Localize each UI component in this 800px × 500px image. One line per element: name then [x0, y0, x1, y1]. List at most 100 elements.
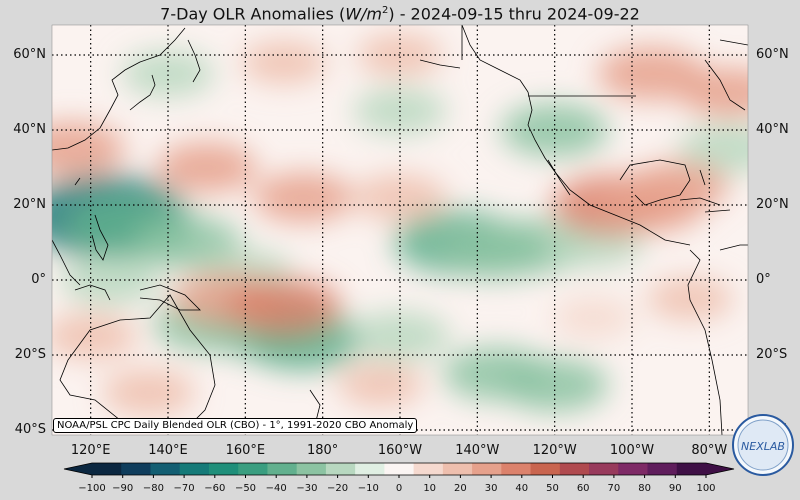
- colorbar-tick-label: 90: [668, 483, 682, 494]
- colorbar-tick-label: −70: [173, 483, 195, 494]
- lon-label: 100°W: [609, 443, 655, 458]
- lon-label: 80°W: [691, 443, 728, 458]
- gulf-of-mexico-coastline: [619, 159, 691, 206]
- australia-coastline: [59, 294, 216, 433]
- colorbar-tick-label: 40: [515, 483, 529, 494]
- colorbar-max-extension: [706, 463, 734, 475]
- baja-coastline: [547, 159, 571, 196]
- anomaly-region: [253, 172, 354, 223]
- anomaly-region: [52, 313, 138, 360]
- lat-label-left: 40°N: [13, 122, 46, 137]
- map-frame: [51, 24, 749, 436]
- colorbar-tick-label: −30: [296, 483, 318, 494]
- lat-label-left: 20°N: [13, 197, 46, 212]
- lon-label: 160°E: [225, 443, 266, 458]
- colorbar-swatch: [559, 463, 590, 475]
- lat-label-right: 40°N: [756, 122, 789, 137]
- lon-label: 140°E: [148, 443, 188, 458]
- anomaly-region: [552, 297, 634, 338]
- lon-label: 140°W: [455, 443, 500, 458]
- colorbar-swatch: [238, 463, 268, 475]
- colorbar-swatch: [413, 463, 444, 475]
- anomaly-region: [337, 363, 424, 407]
- north-america-west-coastline: [527, 91, 691, 246]
- map-title: 7-Day OLR Anomalies (W/m2) - 2024-09-15 …: [0, 0, 800, 24]
- colorbar-swatch: [296, 463, 327, 475]
- colorbar-tick-label: 50: [546, 483, 559, 494]
- colorbar-swatch: [442, 463, 473, 475]
- colorbar-tick-label: 0: [395, 483, 403, 494]
- title-prefix: 7-Day OLR Anomalies (: [160, 4, 346, 24]
- lat-label-right: 0°: [756, 272, 771, 287]
- anomaly-region: [628, 161, 729, 212]
- lat-label-left: 60°N: [13, 47, 46, 62]
- colorbar-swatch: [676, 463, 707, 475]
- anomaly-region: [102, 369, 196, 416]
- lat-label-right: 60°N: [756, 47, 789, 62]
- nexlab-logo-icon[interactable]: NEXLAB: [731, 413, 795, 477]
- colorbar-swatch: [384, 463, 415, 475]
- colorbar-tick-label: 60: [576, 483, 590, 494]
- lat-label-left: 0°: [31, 272, 46, 287]
- colorbar-swatch: [589, 463, 619, 475]
- alaska-coastline: [419, 25, 529, 93]
- anomaly-region: [60, 255, 160, 305]
- philippines-coastline: [74, 177, 109, 261]
- colorbar-swatch: [618, 463, 649, 475]
- logo-text: NEXLAB: [741, 440, 785, 453]
- colorbar-tick-label: −40: [265, 483, 287, 494]
- east-north-america-coastline: [704, 39, 748, 111]
- colorbar-swatch: [501, 463, 532, 475]
- colorbar: [63, 462, 735, 478]
- caribbean-coastline: [679, 169, 731, 213]
- lat-label-left: 40°S: [14, 422, 46, 437]
- colorbar-tick-label: −90: [112, 483, 134, 494]
- lon-label: 120°W: [532, 443, 577, 458]
- colorbar-swatch: [267, 463, 298, 475]
- colorbar-swatch: [530, 463, 561, 475]
- colorbar-swatch: [121, 463, 151, 475]
- lat-label-right: 20°S: [756, 347, 788, 362]
- colorbar-tick-label: 100: [696, 483, 716, 494]
- colorbar-swatch: [647, 463, 678, 475]
- title-suffix: ) - 2024-09-15 thru 2024-09-22: [388, 4, 640, 24]
- colorbar-tick-label: −60: [204, 483, 226, 494]
- colorbar-swatch: [472, 463, 502, 475]
- asia-coastline: [52, 27, 186, 151]
- anomaly-region: [597, 46, 705, 101]
- lat-label-left: 20°S: [14, 347, 46, 362]
- colorbar-tick-label: −10: [357, 483, 379, 494]
- colorbar-tick-label: 10: [423, 483, 437, 494]
- south-america-coastline: [687, 244, 748, 435]
- title-unit: W/m: [345, 4, 382, 24]
- anomaly-region: [52, 121, 125, 176]
- source-note: NOAA/PSL CPC Daily Blended OLR (CBO) - 1…: [53, 418, 418, 433]
- colorbar-swatch: [325, 463, 356, 475]
- colorbar-swatch: [179, 463, 210, 475]
- colorbar-swatch: [355, 463, 385, 475]
- colorbar-tick-label: 30: [484, 483, 498, 494]
- colorbar-swatch: [150, 463, 181, 475]
- colorbar-tick-label: 80: [638, 483, 651, 494]
- lat-label-right: 20°N: [756, 197, 789, 212]
- japan-coastline: [129, 74, 156, 111]
- anomaly-region: [241, 41, 327, 84]
- colorbar-tick-label: −50: [234, 483, 257, 494]
- anomaly-region: [226, 277, 342, 335]
- anomaly-region: [678, 67, 748, 118]
- colorbar-tick-label: −80: [142, 483, 164, 494]
- lon-label: 120°E: [70, 443, 111, 458]
- anomaly-region: [156, 142, 257, 193]
- new-guinea-coastline: [139, 284, 201, 311]
- colorbar-tick-label: −20: [327, 483, 349, 494]
- title-unit-exponent: 2: [381, 5, 389, 16]
- colorbar-min-extension: [64, 463, 92, 475]
- kamchatka-coastline: [187, 39, 201, 83]
- colorbar-swatch: [92, 463, 122, 475]
- lon-label: 160°W: [377, 443, 423, 458]
- colorbar-swatch: [208, 463, 239, 475]
- colorbar-tick-label: 70: [607, 483, 621, 494]
- anomaly-region: [121, 50, 215, 97]
- anomaly-field: [52, 33, 748, 416]
